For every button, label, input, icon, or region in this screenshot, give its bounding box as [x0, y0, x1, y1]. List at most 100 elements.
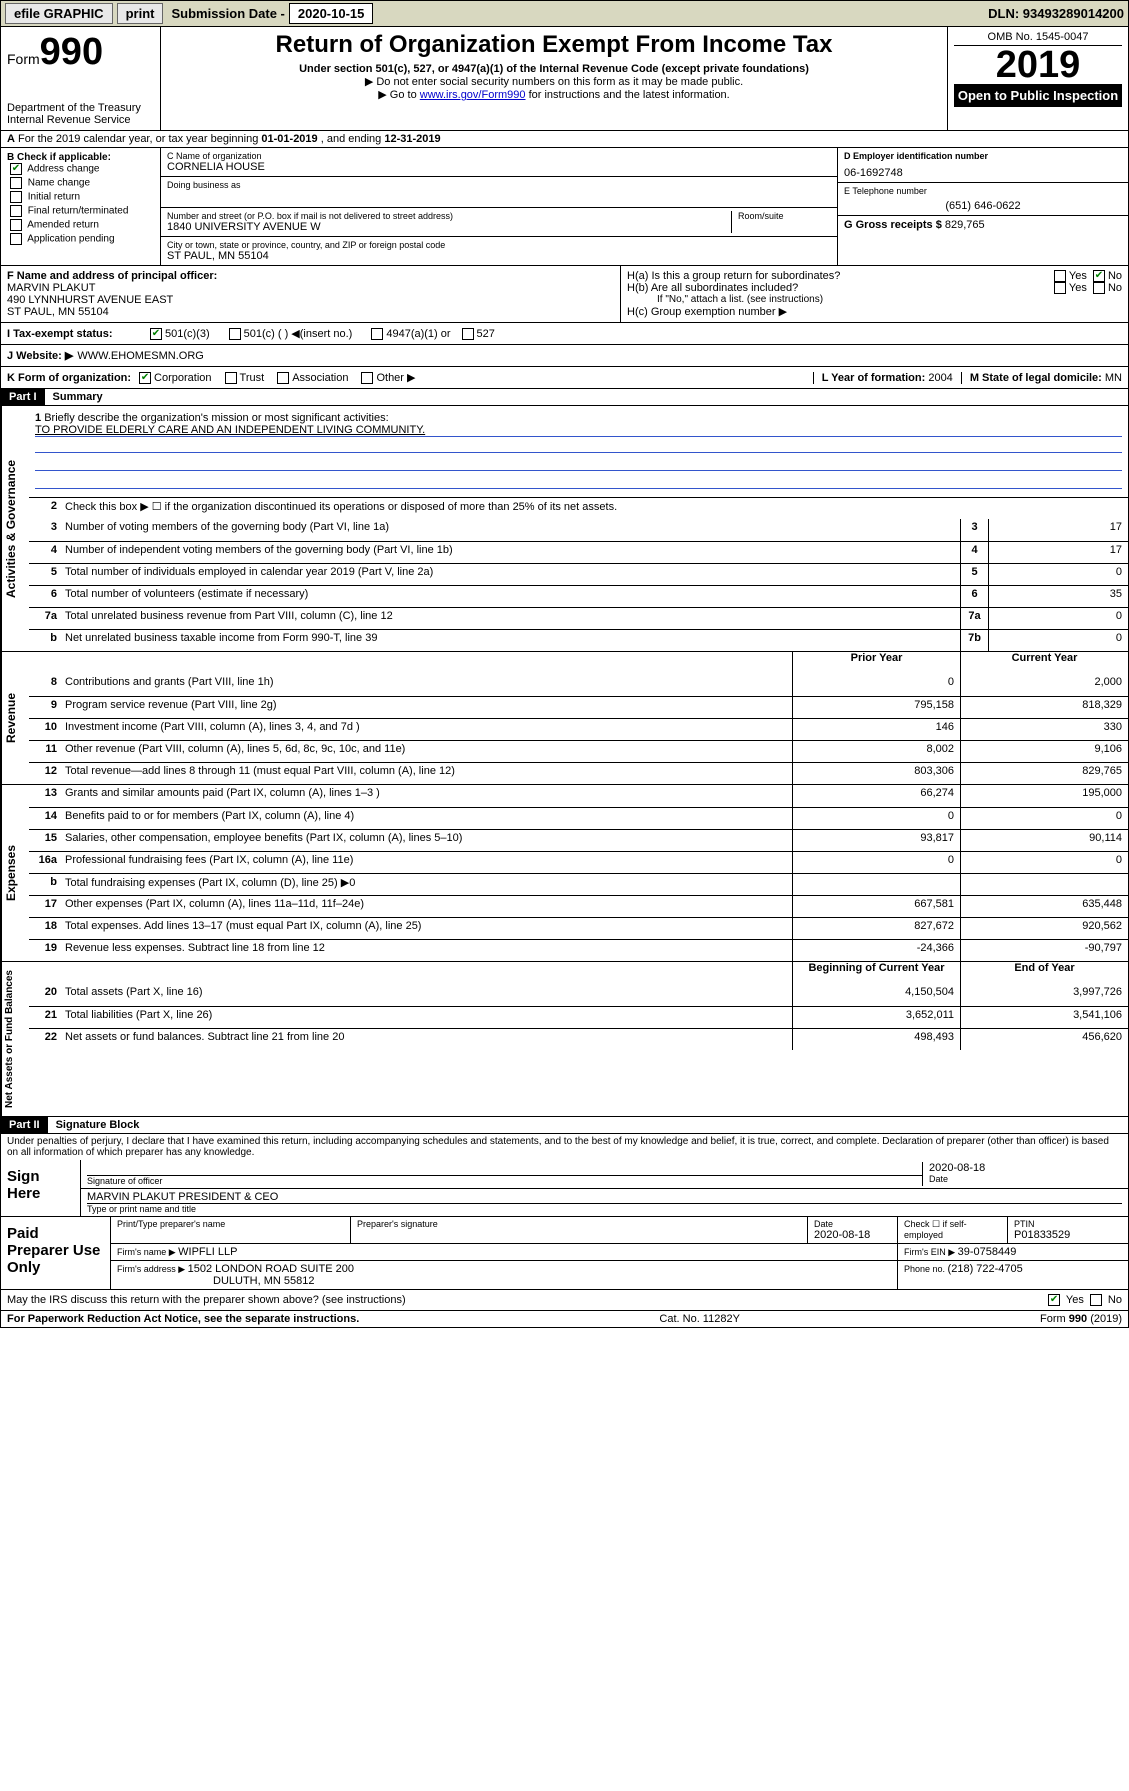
k-corp[interactable]: [139, 372, 151, 384]
q1-block: 1 Briefly describe the organization's mi…: [29, 406, 1128, 497]
discuss-yes[interactable]: [1048, 1294, 1060, 1306]
line-num: 5: [29, 564, 61, 585]
paid-h5: PTIN: [1014, 1219, 1122, 1229]
dept-label: Department of the Treasury Internal Reve…: [7, 102, 154, 126]
line-label: Contributions and grants (Part VIII, lin…: [61, 674, 792, 696]
firm-ein-label: Firm's EIN ▶: [904, 1247, 958, 1257]
line-num: 19: [29, 940, 61, 961]
row-i: I Tax-exempt status: 501(c)(3) 501(c) ( …: [0, 323, 1129, 345]
current-year-val: 829,765: [960, 763, 1128, 784]
hb-yes[interactable]: [1054, 282, 1066, 294]
current-year-val: 330: [960, 719, 1128, 740]
i-501c[interactable]: [229, 328, 241, 340]
checkbox-icon[interactable]: [10, 219, 22, 231]
firm-label: Firm's name ▶: [117, 1247, 178, 1257]
vert-expenses: Expenses: [1, 785, 29, 961]
b-option[interactable]: Initial return: [7, 191, 154, 203]
b-option[interactable]: Amended return: [7, 219, 154, 231]
ein-head: D Employer identification number: [844, 151, 1122, 161]
checkbox-icon[interactable]: [10, 205, 22, 217]
checkbox-icon[interactable]: [10, 177, 22, 189]
checkbox-icon[interactable]: [10, 163, 22, 175]
ein-value: 06-1692748: [844, 167, 1122, 179]
i-527[interactable]: [462, 328, 474, 340]
row-a: A For the 2019 calendar year, or tax yea…: [0, 131, 1129, 148]
print-button[interactable]: print: [117, 3, 164, 24]
line-num: 6: [29, 586, 61, 607]
mission-line: [35, 455, 1122, 471]
k-opt3: Other ▶: [376, 371, 415, 384]
current-year-val: 920,562: [960, 918, 1128, 939]
room-head: Room/suite: [738, 211, 831, 221]
line-num: 22: [29, 1029, 61, 1050]
k-trust[interactable]: [225, 372, 237, 384]
rowA-text: For the 2019 calendar year, or tax year …: [18, 133, 261, 145]
discuss-row: May the IRS discuss this return with the…: [0, 1290, 1129, 1311]
sign-here-label: Sign Here: [1, 1160, 81, 1216]
b-option[interactable]: Name change: [7, 177, 154, 189]
firm-name: WIPFLI LLP: [178, 1246, 237, 1258]
rowA-mid: , and ending: [318, 133, 385, 145]
line-num: 14: [29, 808, 61, 829]
prior-year-val: [792, 874, 960, 895]
i-501c3[interactable]: [150, 328, 162, 340]
line-num: 4: [29, 542, 61, 563]
paid-date: 2020-08-18: [814, 1229, 891, 1241]
col-c: C Name of organization CORNELIA HOUSE Do…: [161, 148, 838, 265]
q2-label: Check this box ▶ ☐ if the organization d…: [61, 498, 1128, 519]
line-label: Program service revenue (Part VIII, line…: [61, 697, 792, 718]
ha-yes[interactable]: [1054, 270, 1066, 282]
efile-button[interactable]: efile GRAPHIC: [5, 3, 113, 24]
section-fh: F Name and address of principal officer:…: [0, 266, 1129, 323]
line-num: 7a: [29, 608, 61, 629]
current-year-val: 9,106: [960, 741, 1128, 762]
phone-label: Phone no.: [904, 1264, 948, 1274]
prior-year-val: 803,306: [792, 763, 960, 784]
part-i-header-row: Part I Summary: [0, 389, 1129, 406]
k-assoc[interactable]: [277, 372, 289, 384]
dba-value: [167, 190, 831, 204]
footer-left: For Paperwork Reduction Act Notice, see …: [7, 1313, 359, 1325]
current-year-val: 3,541,106: [960, 1007, 1128, 1028]
summary-line: 7a Total unrelated business revenue from…: [29, 607, 1128, 629]
sign-name-label: Type or print name and title: [87, 1204, 1122, 1214]
summary-line: 16a Professional fundraising fees (Part …: [29, 851, 1128, 873]
current-year-val: 456,620: [960, 1029, 1128, 1050]
hb-no[interactable]: [1093, 282, 1105, 294]
part-ii-title: Signature Block: [48, 1117, 148, 1133]
checkbox-icon[interactable]: [10, 233, 22, 245]
L-label: L Year of formation:: [822, 372, 929, 384]
b-option[interactable]: Application pending: [7, 233, 154, 245]
ha-no[interactable]: [1093, 270, 1105, 282]
cy-header: Current Year: [960, 652, 1128, 674]
b-option[interactable]: Address change: [7, 163, 154, 175]
irs-link[interactable]: www.irs.gov/Form990: [420, 89, 526, 101]
ha-label: H(a) Is this a group return for subordin…: [627, 270, 840, 282]
prior-year-val: 146: [792, 719, 960, 740]
line-label: Net unrelated business taxable income fr…: [61, 630, 960, 651]
sig-officer-label: Signature of officer: [87, 1176, 922, 1186]
k-opt0: Corporation: [154, 372, 211, 384]
firm-addr1: 1502 LONDON ROAD SUITE 200: [188, 1263, 354, 1275]
k-other[interactable]: [361, 372, 373, 384]
summary-line: b Net unrelated business taxable income …: [29, 629, 1128, 651]
summary-line: 19 Revenue less expenses. Subtract line …: [29, 939, 1128, 961]
ey-header: End of Year: [960, 962, 1128, 984]
summary-line: 13 Grants and similar amounts paid (Part…: [29, 785, 1128, 807]
penalties-text: Under penalties of perjury, I declare th…: [0, 1134, 1129, 1160]
prior-year-val: 4,150,504: [792, 984, 960, 1006]
summary-line: 14 Benefits paid to or for members (Part…: [29, 807, 1128, 829]
officer-name: MARVIN PLAKUT: [7, 282, 614, 294]
discuss-no[interactable]: [1090, 1294, 1102, 1306]
tax-year: 2019: [954, 46, 1122, 84]
line-num: 21: [29, 1007, 61, 1028]
line-num: 15: [29, 830, 61, 851]
i-4947[interactable]: [371, 328, 383, 340]
line-label: Revenue less expenses. Subtract line 18 …: [61, 940, 792, 961]
line-label: Salaries, other compensation, employee b…: [61, 830, 792, 851]
prior-year-val: 498,493: [792, 1029, 960, 1050]
b-option[interactable]: Final return/terminated: [7, 205, 154, 217]
checkbox-icon[interactable]: [10, 191, 22, 203]
prior-year-val: 795,158: [792, 697, 960, 718]
k-opt2: Association: [292, 372, 348, 384]
